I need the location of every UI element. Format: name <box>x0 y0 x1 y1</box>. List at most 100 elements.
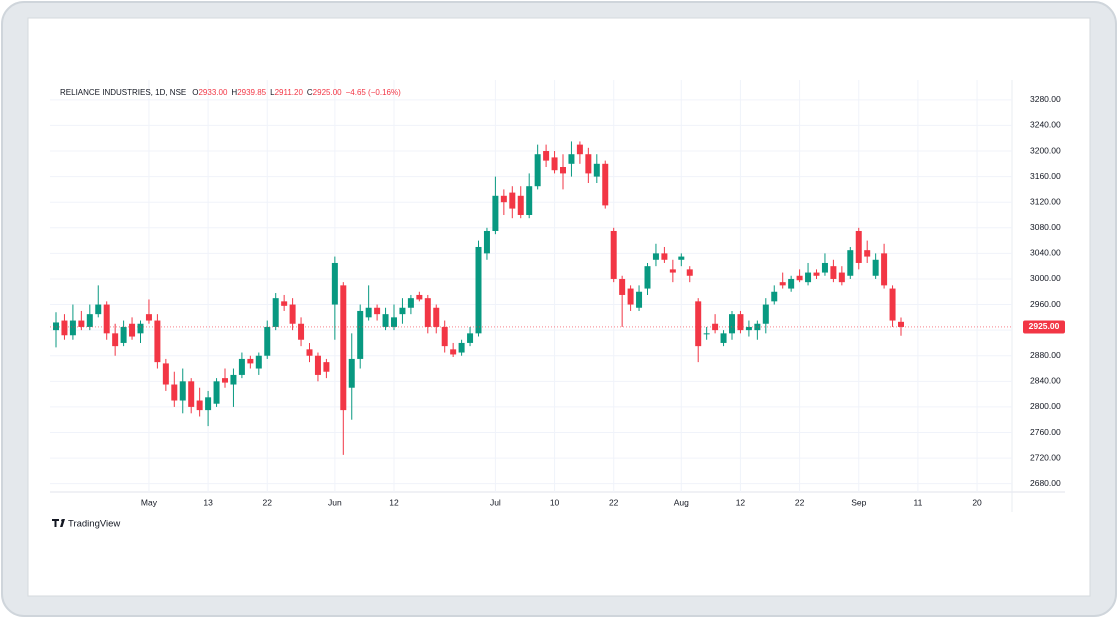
last-price-label: 2925.00 <box>1029 321 1060 331</box>
legend-key: H <box>231 88 237 97</box>
candle-body <box>898 321 904 327</box>
candle-body <box>855 230 862 263</box>
price-change: −4.65 (−0.16%) <box>346 88 401 97</box>
x-tick-label: 11 <box>913 497 922 507</box>
candle-body <box>729 314 735 334</box>
candle-body <box>602 163 609 206</box>
y-tick-label: 2840.00 <box>1030 376 1061 386</box>
last-price-badge <box>1023 320 1065 334</box>
candle-body <box>78 320 85 327</box>
candle-body <box>382 314 389 327</box>
y-tick-label: 2760.00 <box>1030 427 1061 437</box>
candle-body <box>255 355 262 369</box>
candle-body <box>306 349 313 356</box>
x-tick-label: 13 <box>203 497 213 507</box>
candle-body <box>196 400 203 411</box>
candle-body <box>754 323 761 331</box>
candle-body <box>264 326 271 356</box>
brand-name: TradingView <box>68 519 120 530</box>
y-tick-label: 3120.00 <box>1030 196 1061 206</box>
candle-body <box>805 272 812 283</box>
x-tick-label: Jul <box>490 497 501 507</box>
candle-body <box>830 266 837 279</box>
y-tick-label: 2880.00 <box>1030 350 1061 360</box>
candle-body <box>399 307 406 315</box>
labels: 2680.00 2720.00 2760.00 2800.00 2840.00 2880.… <box>60 88 1065 507</box>
x-tick-label: 10 <box>550 497 560 507</box>
candle-body <box>703 333 710 335</box>
brand-logo <box>52 519 65 527</box>
candle-body <box>365 307 372 318</box>
candle-body <box>686 269 693 276</box>
candle-body <box>145 314 152 321</box>
legend-key: O <box>192 88 198 97</box>
candle-body <box>450 349 457 355</box>
x-tick-label: Jun <box>328 497 342 507</box>
candle-body <box>222 378 228 383</box>
candle-body <box>188 381 195 407</box>
chart-title: RELIANCE INDUSTRIES, 1D, NSE <box>60 88 186 97</box>
legend-value: 2933.00 <box>198 88 227 97</box>
x-tick-label: 22 <box>263 497 273 507</box>
candle-body <box>323 362 330 372</box>
candle-body <box>86 314 93 327</box>
candle-body <box>467 333 474 343</box>
candle-body <box>847 250 854 276</box>
y-tick-label: 2720.00 <box>1030 452 1061 462</box>
x-tick-label: 22 <box>609 497 619 507</box>
candle-body <box>492 195 499 231</box>
candle-body <box>433 307 440 327</box>
candle-body <box>543 151 550 161</box>
candle-body <box>551 157 558 171</box>
x-tick-label: 12 <box>389 497 399 507</box>
y-tick-label: 3080.00 <box>1030 222 1061 232</box>
candle-body <box>593 163 600 177</box>
candle-body <box>238 358 245 375</box>
candle-body <box>314 355 321 375</box>
candle-body <box>585 154 592 174</box>
candle-body <box>517 195 524 215</box>
candle-body <box>61 320 68 336</box>
candle-body <box>331 262 338 305</box>
candle-body <box>154 320 161 363</box>
candle-body <box>348 358 355 388</box>
candle-body <box>644 266 651 289</box>
candle-body <box>619 278 626 295</box>
x-tick-label: 22 <box>795 497 805 507</box>
candle-body <box>813 272 820 276</box>
candle-body <box>838 272 845 283</box>
y-tick-label: 3280.00 <box>1030 94 1061 104</box>
candle-body <box>171 384 178 401</box>
candle-body <box>281 301 288 306</box>
candle-body <box>610 230 617 279</box>
candle-body <box>669 269 676 273</box>
candle-body <box>103 304 110 334</box>
candle-body <box>627 288 634 305</box>
chart-header: RELIANCE INDUSTRIES, 1D, NSE O2933.00 H293… <box>60 88 401 97</box>
candle-body <box>509 192 516 209</box>
y-tick-label: 2960.00 <box>1030 299 1061 309</box>
candle-body <box>779 282 786 286</box>
candle-body <box>95 304 102 315</box>
y-tick-label: 3200.00 <box>1030 145 1061 155</box>
x-tick-label: Sep <box>851 497 866 507</box>
y-tick-label: 3160.00 <box>1030 171 1061 181</box>
legend-key: L <box>270 88 275 97</box>
candle-body <box>568 154 575 164</box>
candle-body <box>560 167 566 174</box>
candle-body <box>500 195 507 203</box>
legend-key: C <box>307 88 313 97</box>
candle-body <box>475 246 482 334</box>
candle-body <box>695 301 702 347</box>
y-tick-label: 3000.00 <box>1030 273 1061 283</box>
candle-body <box>526 186 533 215</box>
candle-body <box>872 259 879 276</box>
candle-body <box>162 363 169 385</box>
candle-body <box>374 307 381 315</box>
candle-body <box>340 285 347 411</box>
x-tick-label: 20 <box>972 497 982 507</box>
brand: TradingView <box>52 519 120 530</box>
candle-body <box>416 294 423 300</box>
